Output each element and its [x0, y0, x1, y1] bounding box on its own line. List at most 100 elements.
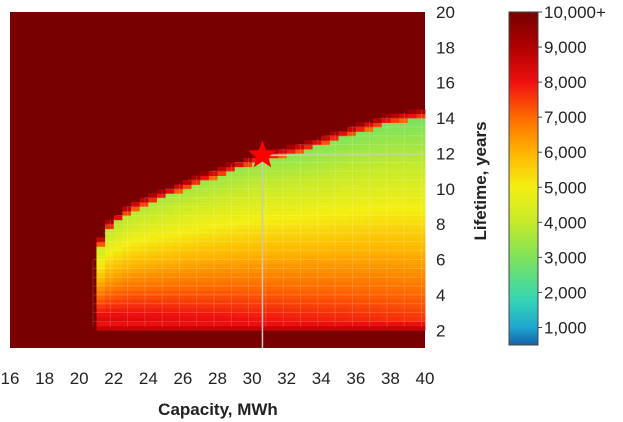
heatmap-cell — [407, 224, 417, 230]
heatmap-cell — [260, 321, 270, 327]
heatmap-cell — [416, 224, 426, 230]
heatmap-cell — [312, 259, 322, 265]
heatmap-cell — [260, 268, 270, 274]
heatmap-cell — [373, 224, 383, 230]
heatmap-cell — [260, 188, 270, 194]
heatmap-cell — [416, 241, 426, 247]
heatmap-cell — [200, 250, 210, 256]
heatmap-cell — [338, 157, 348, 163]
heatmap-cell — [243, 312, 253, 318]
heatmap-cell — [364, 131, 374, 137]
heatmap-cell — [234, 299, 244, 305]
heatmap-cell — [226, 272, 236, 278]
heatmap-cell — [182, 250, 192, 256]
heatmap-cell — [208, 317, 218, 322]
heatmap-cell — [416, 135, 426, 141]
heatmap-cell — [399, 210, 409, 216]
heatmap-cell — [355, 215, 365, 221]
heatmap-cell — [312, 157, 322, 163]
heatmap-cell — [407, 157, 417, 163]
heatmap-cell — [234, 272, 244, 278]
heatmap-cell — [373, 122, 383, 128]
heatmap-cell — [252, 246, 262, 252]
heatmap-cell — [286, 193, 296, 199]
heatmap-cell — [217, 237, 227, 243]
heatmap-cell — [260, 272, 270, 278]
heatmap-cell — [139, 268, 149, 274]
heatmap-cell — [148, 233, 158, 238]
heatmap-cell — [381, 118, 391, 123]
heatmap-cell — [234, 259, 244, 265]
heatmap-cell — [122, 277, 132, 283]
heatmap-cell — [260, 171, 270, 176]
heatmap-cell — [131, 277, 141, 283]
heatmap-cell — [113, 241, 123, 247]
heatmap-cell — [416, 131, 426, 137]
heatmap-cell — [252, 308, 262, 314]
heatmap-cell — [174, 308, 184, 314]
heatmap-cell — [131, 255, 141, 260]
heatmap-cell — [338, 303, 348, 309]
heatmap-cell — [191, 188, 201, 194]
heatmap-cell — [226, 171, 236, 176]
heatmap-cell — [269, 325, 279, 331]
heatmap-cell — [208, 228, 218, 234]
heatmap-cell — [338, 180, 348, 185]
heatmap-cell — [208, 281, 218, 287]
heatmap-cell — [131, 281, 141, 287]
heatmap-cell — [295, 264, 305, 269]
heatmap-cell — [347, 126, 357, 132]
heatmap-cell — [364, 126, 374, 132]
heatmap-cell — [269, 184, 279, 190]
heatmap-cell — [321, 272, 331, 278]
heatmap-cell — [243, 259, 253, 265]
heatmap-cell — [234, 290, 244, 296]
heatmap-cell — [381, 202, 391, 207]
heatmap-cell — [347, 264, 357, 269]
heatmap-cell — [373, 286, 383, 291]
heatmap-cell — [407, 303, 417, 309]
heatmap-cell — [416, 122, 426, 128]
heatmap-cell — [226, 246, 236, 252]
heatmap-cell — [139, 259, 149, 265]
heatmap-cell — [226, 162, 236, 168]
heatmap-cell — [191, 308, 201, 314]
heatmap-cell — [303, 294, 314, 300]
heatmap-cell — [243, 303, 253, 309]
heatmap-cell — [139, 237, 149, 243]
heatmap-cell — [295, 228, 305, 234]
heatmap-cell — [260, 233, 270, 238]
heatmap-cell — [226, 210, 236, 216]
heatmap-cell — [312, 162, 322, 168]
heatmap-cell — [347, 237, 357, 243]
heatmap-cell — [226, 197, 236, 203]
heatmap-cell — [208, 224, 218, 230]
heatmap-cell — [364, 290, 374, 296]
heatmap-cell — [355, 126, 365, 132]
heatmap-cell — [105, 277, 115, 283]
heatmap-cell — [243, 317, 253, 322]
heatmap-cell — [252, 299, 262, 305]
heatmap-cell — [390, 294, 400, 300]
heatmap-cell — [191, 281, 201, 287]
heatmap-cell — [260, 277, 270, 283]
heatmap-cell — [373, 233, 383, 238]
heatmap-cell — [399, 250, 409, 256]
heatmap-cell — [347, 219, 357, 225]
heatmap-cell — [407, 228, 417, 234]
heatmap-cell — [407, 166, 417, 172]
heatmap-cell — [347, 233, 357, 238]
heatmap-cell — [338, 166, 348, 172]
heatmap-cell — [191, 175, 201, 181]
heatmap-cell — [217, 171, 227, 176]
colorbar-tick-label: 5,000 — [544, 178, 587, 197]
heatmap-cell — [105, 241, 115, 247]
heatmap-cell — [96, 303, 106, 309]
heatmap-cell — [260, 210, 270, 216]
heatmap-cell — [269, 210, 279, 216]
heatmap-cell — [269, 233, 279, 238]
heatmap-cell — [260, 197, 270, 203]
heatmap-cell — [347, 193, 357, 199]
heatmap-cell — [407, 109, 417, 115]
heatmap-cell — [286, 268, 296, 274]
